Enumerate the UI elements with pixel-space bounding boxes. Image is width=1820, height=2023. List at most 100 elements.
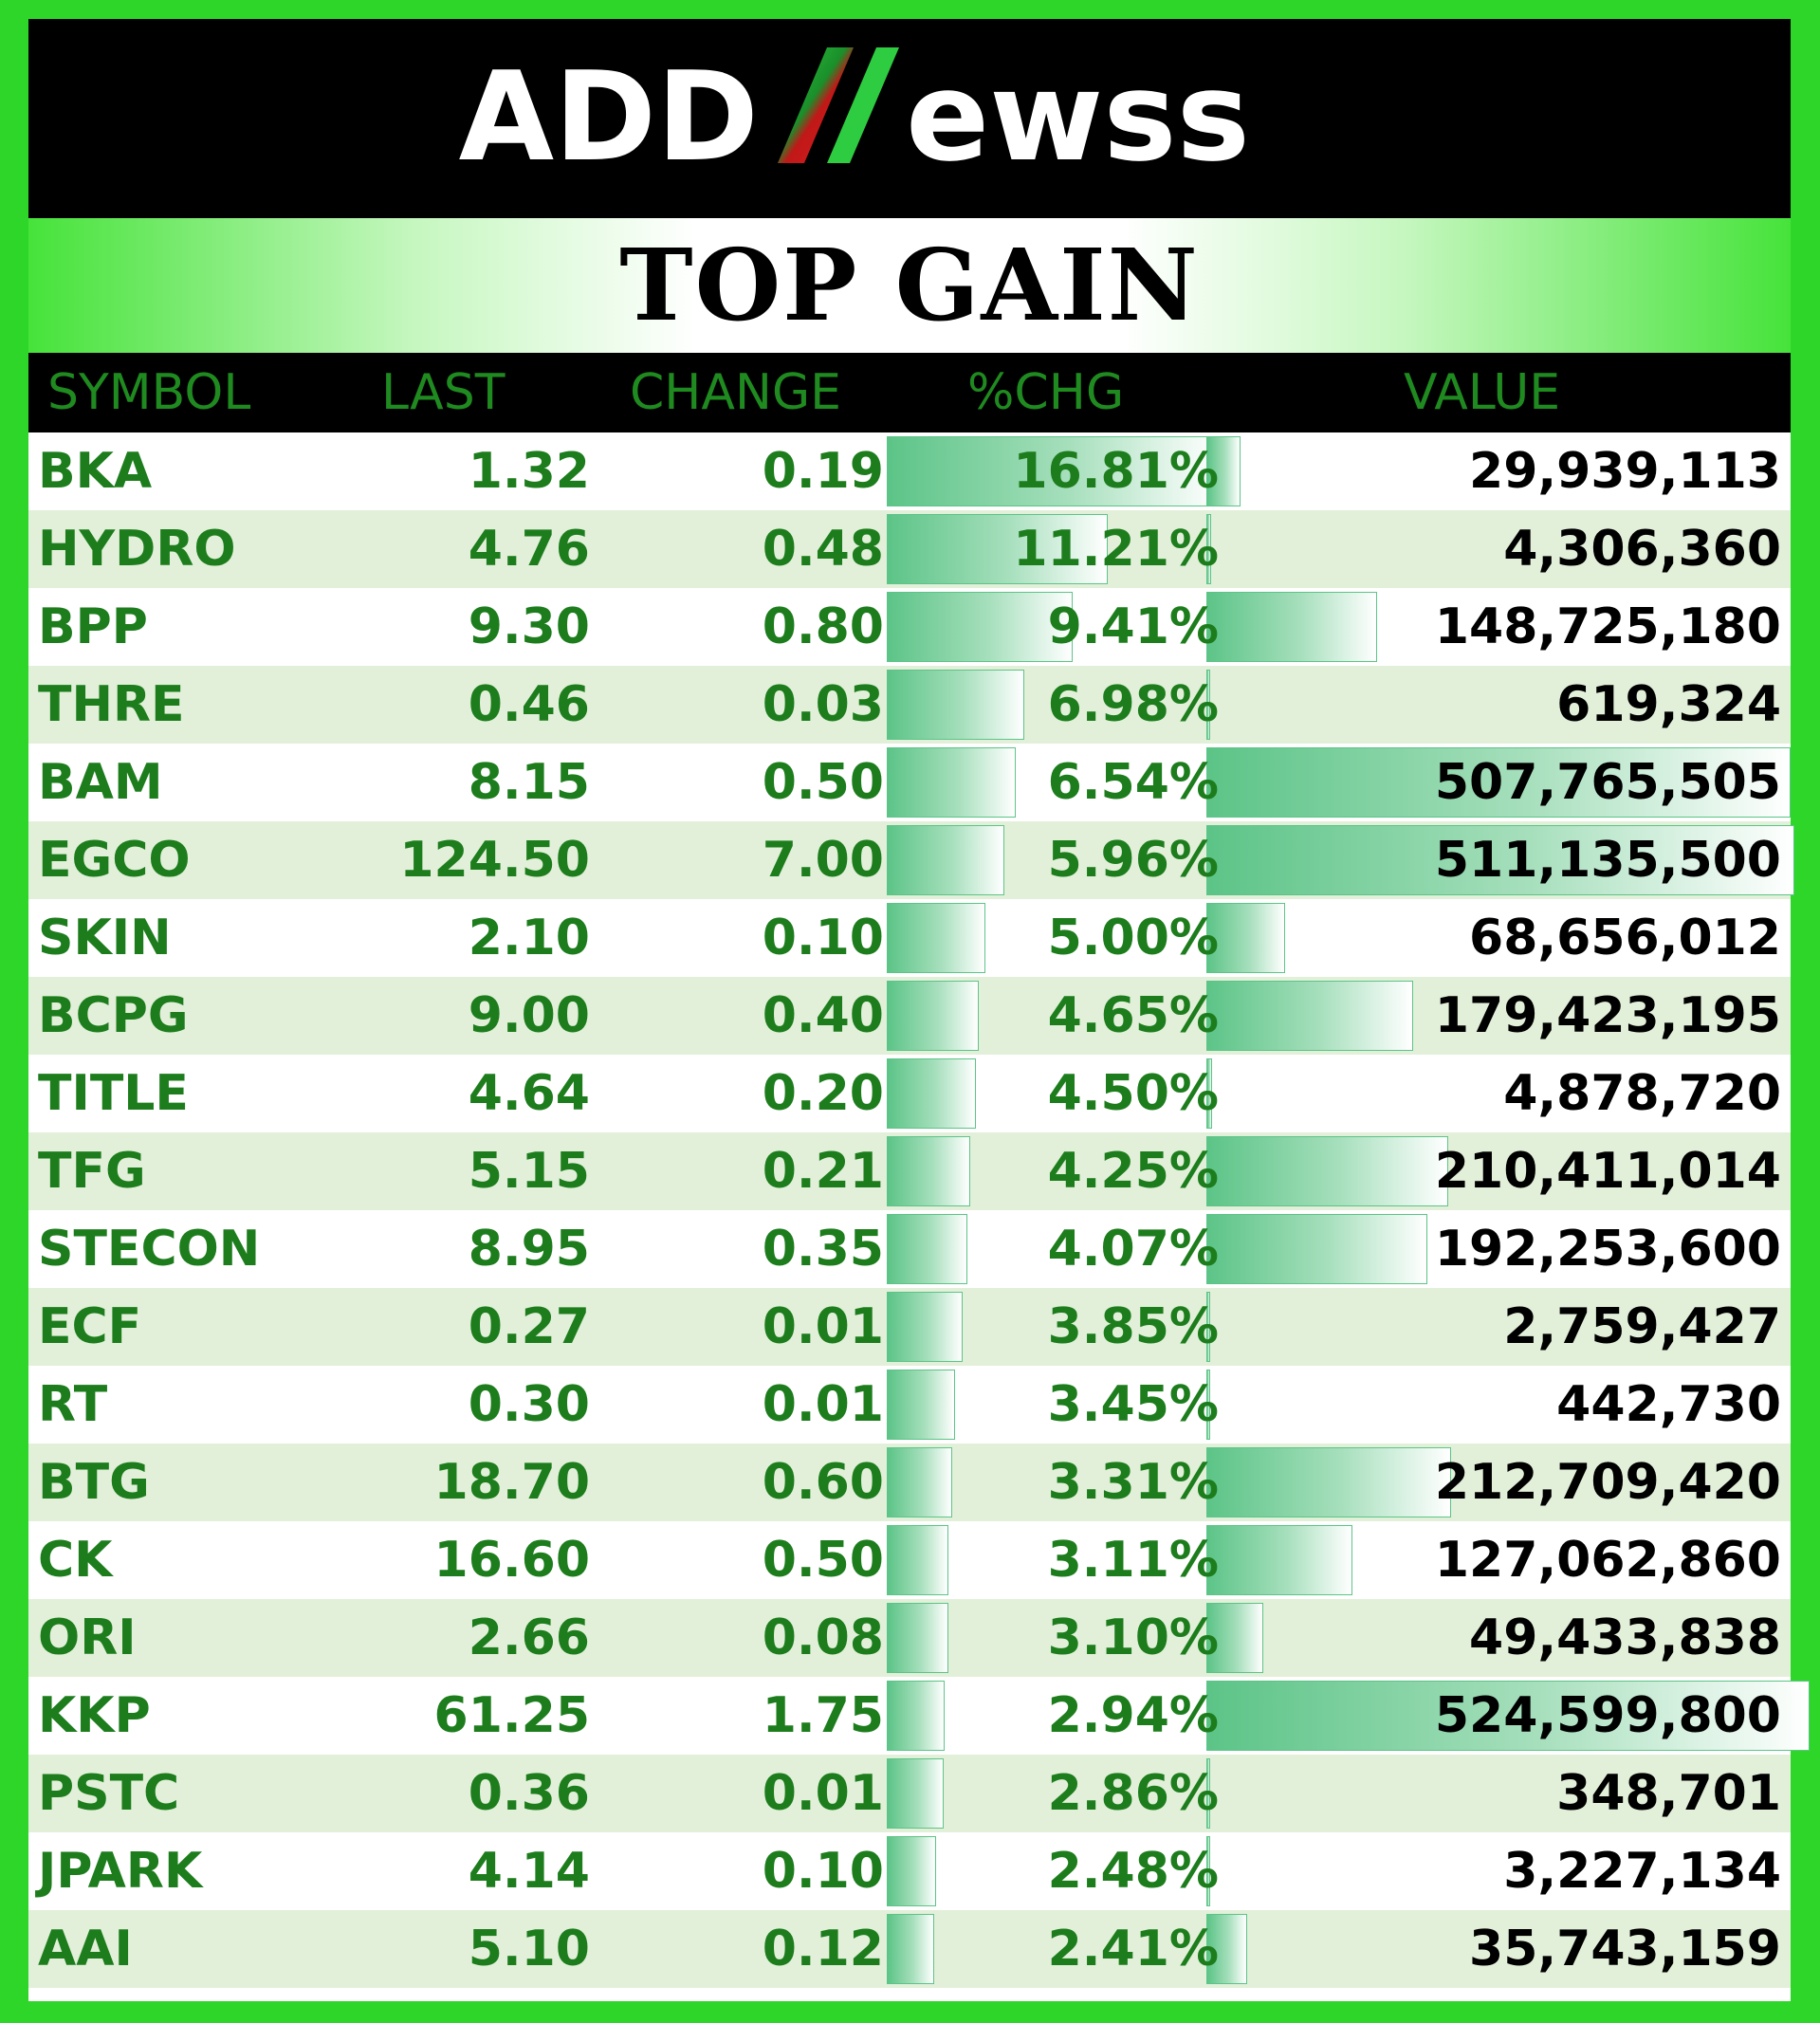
value-cell: 212,709,420 (1434, 1454, 1781, 1511)
pct-change-cell: 11.21% (1013, 521, 1219, 578)
value-bar (1206, 981, 1413, 1051)
logo-left-text: ADD (459, 45, 759, 189)
table-row: KKP 61.25 1.75 2.94% 524,599,800 (28, 1677, 1810, 1755)
pct-change-bar (887, 1370, 955, 1440)
table-row: ECF 0.27 0.01 3.85% 2,759,427 (28, 1288, 1791, 1366)
pct-change-cell: 4.50% (1047, 1065, 1219, 1122)
last-price-cell: 16.60 (433, 1532, 590, 1589)
pct-change-bar (887, 436, 1219, 506)
table-row: BTG 18.70 0.60 3.31% 212,709,420 (28, 1444, 1791, 1521)
table-row: TITLE 4.64 0.20 4.50% 4,878,720 (28, 1055, 1791, 1132)
value-bar (1206, 1136, 1448, 1206)
symbol-cell: JPARK (38, 1843, 203, 1900)
symbol-cell: BTG (38, 1454, 150, 1511)
pct-change-cell: 2.41% (1047, 1921, 1219, 1977)
page-title: TOP GAIN (619, 227, 1200, 343)
value-bar (1206, 670, 1210, 740)
pct-change-bar (887, 903, 985, 973)
last-price-cell: 124.50 (399, 832, 590, 889)
pct-change-cell: 5.96% (1047, 832, 1219, 889)
pct-change-bar (887, 670, 1024, 740)
logo-n-stroke-right (827, 47, 899, 163)
change-cell: 0.01 (762, 1376, 884, 1433)
value-bar (1206, 1914, 1247, 1984)
header-last: LAST (381, 364, 506, 421)
pct-change-bar (887, 1758, 944, 1829)
pct-change-cell: 4.65% (1047, 987, 1219, 1044)
symbol-cell: TITLE (38, 1065, 189, 1122)
value-bar (1206, 1603, 1263, 1673)
last-price-cell: 61.25 (433, 1687, 590, 1744)
change-cell: 0.60 (762, 1454, 884, 1511)
change-cell: 0.10 (762, 1843, 884, 1900)
table-row: BCPG 9.00 0.40 4.65% 179,423,195 (28, 977, 1791, 1055)
symbol-cell: STECON (38, 1221, 261, 1278)
table-row: BKA 1.32 0.19 16.81% 29,939,113 (28, 432, 1791, 510)
last-price-cell: 4.64 (468, 1065, 590, 1122)
change-cell: 0.20 (762, 1065, 884, 1122)
pct-change-cell: 16.81% (1013, 443, 1219, 500)
symbol-cell: AAI (38, 1921, 133, 1977)
pct-change-bar (887, 1447, 952, 1517)
change-cell: 0.50 (762, 1532, 884, 1589)
value-bar (1206, 825, 1794, 895)
symbol-cell: BCPG (38, 987, 189, 1044)
value-bar (1206, 1836, 1210, 1906)
symbol-cell: SKIN (38, 910, 172, 966)
pct-change-bar (887, 1136, 970, 1206)
value-cell: 507,765,505 (1434, 754, 1781, 811)
value-bar (1206, 1214, 1427, 1284)
value-bar (1206, 1525, 1352, 1595)
last-price-cell: 0.36 (468, 1765, 590, 1822)
pct-change-cell: 9.41% (1047, 598, 1219, 655)
change-cell: 0.12 (762, 1921, 884, 1977)
value-cell: 2,759,427 (1503, 1298, 1781, 1355)
table-row: BPP 9.30 0.80 9.41% 148,725,180 (28, 588, 1791, 666)
symbol-cell: RT (38, 1376, 108, 1433)
change-cell: 7.00 (762, 832, 884, 889)
title-bar: TOP GAIN (28, 218, 1791, 353)
value-cell: 68,656,012 (1469, 910, 1781, 966)
value-cell: 35,743,159 (1469, 1921, 1781, 1977)
value-bar (1206, 436, 1241, 506)
last-price-cell: 18.70 (433, 1454, 590, 1511)
symbol-cell: CK (38, 1532, 113, 1589)
top-gain-board: ADD ewss TOP GAIN SYMBOL LAST CHANGE %CH… (28, 19, 1810, 2001)
header-change: CHANGE (630, 364, 842, 421)
last-price-cell: 9.30 (468, 598, 590, 655)
last-price-cell: 9.00 (468, 987, 590, 1044)
value-cell: 511,135,500 (1434, 832, 1781, 889)
logo-bar: ADD ewss (28, 19, 1791, 218)
value-cell: 49,433,838 (1469, 1609, 1781, 1666)
table-row: TFG 5.15 0.21 4.25% 210,411,014 (28, 1132, 1791, 1210)
pct-change-cell: 3.45% (1047, 1376, 1219, 1433)
table-row: JPARK 4.14 0.10 2.48% 3,227,134 (28, 1832, 1791, 1910)
symbol-cell: ORI (38, 1609, 137, 1666)
pct-change-cell: 2.48% (1047, 1843, 1219, 1900)
table-row: EGCO 124.50 7.00 5.96% 511,135,500 (28, 821, 1794, 899)
pct-change-bar (887, 825, 1004, 895)
change-cell: 0.01 (762, 1765, 884, 1822)
pct-change-bar (887, 1836, 936, 1906)
pct-change-cell: 3.85% (1047, 1298, 1219, 1355)
last-price-cell: 4.14 (468, 1843, 590, 1900)
last-price-cell: 5.15 (468, 1143, 590, 1200)
change-cell: 0.40 (762, 987, 884, 1044)
value-cell: 442,730 (1556, 1376, 1781, 1433)
value-cell: 127,062,860 (1434, 1532, 1781, 1589)
last-price-cell: 2.66 (468, 1609, 590, 1666)
change-cell: 0.80 (762, 598, 884, 655)
logo-n-stroke-left (778, 47, 854, 163)
pct-change-cell: 2.94% (1047, 1687, 1219, 1744)
table-row: THRE 0.46 0.03 6.98% 619,324 (28, 666, 1791, 744)
value-bar (1206, 1058, 1212, 1129)
change-cell: 0.10 (762, 910, 884, 966)
pct-change-cell: 4.25% (1047, 1143, 1219, 1200)
value-bar (1206, 1758, 1210, 1829)
pct-change-bar (887, 1292, 963, 1362)
pct-change-cell: 3.11% (1047, 1532, 1219, 1589)
value-bar (1206, 1370, 1210, 1440)
value-cell: 179,423,195 (1434, 987, 1781, 1044)
value-cell: 210,411,014 (1434, 1143, 1781, 1200)
last-price-cell: 2.10 (468, 910, 590, 966)
